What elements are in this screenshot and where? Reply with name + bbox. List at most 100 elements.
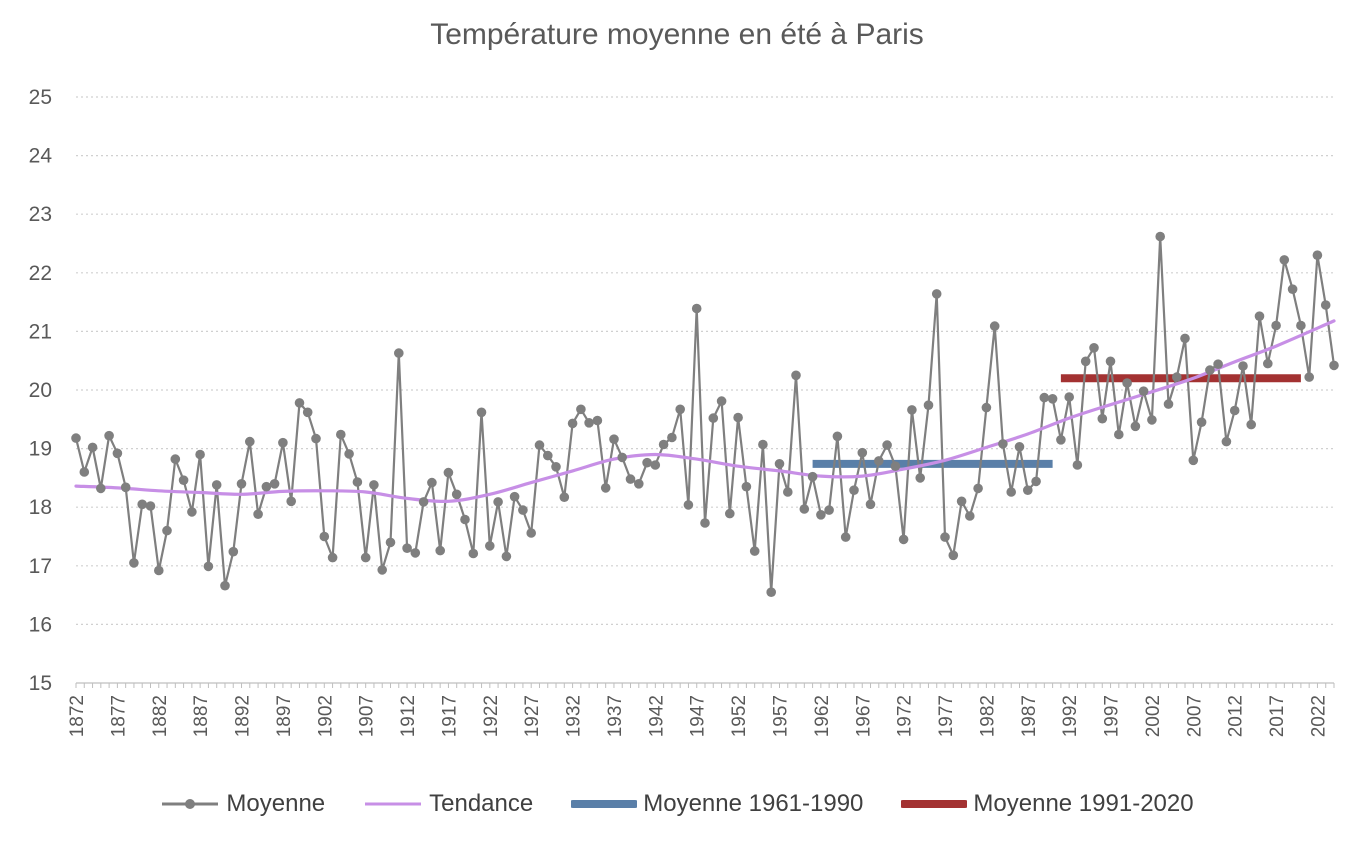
moyenne-point	[774, 459, 785, 469]
legend-item-tendance: Tendance	[363, 790, 533, 818]
moyenne-point	[112, 448, 123, 459]
moyenne-point	[1006, 487, 1016, 497]
moyenne-point	[567, 418, 578, 429]
moyenne-point	[87, 442, 98, 453]
moyenne-point	[807, 471, 818, 482]
x-tick-label: 1987	[1019, 695, 1040, 737]
moyenne-point	[104, 430, 114, 441]
moyenne-point	[79, 467, 90, 477]
moyenne-point	[120, 482, 131, 493]
moyenne-point	[998, 439, 1008, 449]
x-tick-label: 1942	[646, 695, 667, 737]
moyenne-point	[1180, 333, 1190, 344]
moyenne-point	[766, 587, 776, 597]
x-tick-label: 1982	[977, 695, 998, 737]
moyenne-point	[1039, 392, 1050, 403]
legend-label-tendance: Tendance	[429, 790, 534, 817]
moyenne-point	[162, 525, 172, 536]
x-tick-label: 2007	[1184, 695, 1205, 737]
moyenne-point	[1014, 442, 1025, 452]
moyenne-point	[129, 558, 139, 568]
moyenne-point	[203, 561, 214, 572]
y-tick-label: 25	[29, 86, 52, 109]
moyenne-point	[154, 565, 164, 576]
moyenne-point	[170, 454, 181, 464]
moyenne-point	[592, 415, 603, 426]
moyenne-point	[236, 479, 247, 489]
x-tick-label: 1897	[274, 695, 295, 737]
y-tick-label: 20	[29, 379, 52, 402]
moyenne-point	[294, 398, 305, 408]
moyenne-point	[377, 565, 388, 575]
moyenne-point	[1196, 417, 1207, 428]
moyenne-point	[360, 552, 371, 563]
moyenne-point	[600, 483, 611, 493]
moyenne-point	[708, 413, 719, 423]
moyenne-point	[518, 505, 528, 515]
moyenne-point	[1238, 361, 1248, 371]
moyenne-point	[658, 439, 669, 450]
moyenne-point	[576, 404, 586, 415]
moyenne-point	[1155, 231, 1165, 242]
moyenne-point	[683, 500, 694, 510]
moyenne-point	[220, 580, 230, 591]
moyenne-point	[319, 531, 330, 542]
moyenne-point	[1271, 320, 1281, 331]
moyenne-point	[1287, 284, 1298, 295]
moyenne-point	[559, 492, 570, 503]
x-tick-label: 1922	[481, 695, 502, 737]
moyenne-point	[551, 462, 561, 472]
moyenne-point	[1205, 365, 1215, 375]
moyenne-point	[410, 548, 421, 558]
moyenne-point	[1221, 436, 1232, 447]
moyenne-point	[816, 510, 826, 520]
moyenne-point	[1304, 372, 1314, 382]
moyenne-point	[1097, 413, 1108, 424]
moyenne-point	[741, 481, 752, 492]
moyenne-point	[832, 431, 843, 442]
moyenne-point	[1031, 476, 1041, 487]
x-tick-label: 1872	[67, 695, 88, 737]
moyenne-point	[501, 551, 512, 562]
moyenne-point	[700, 518, 710, 528]
moyenne-point	[1064, 392, 1074, 402]
legend-swatch-tendance	[365, 802, 422, 806]
y-axis-ticks: 15 16 17 18 19 20 21 22 23 24 25	[29, 86, 53, 695]
moyenne-point	[1163, 399, 1174, 409]
moyenne-point	[195, 449, 205, 460]
y-tick-label: 17	[29, 555, 52, 578]
moyenne-point	[799, 504, 810, 514]
moyenne-point	[907, 405, 917, 415]
moyenne-point	[1172, 372, 1182, 382]
moyenne-point	[989, 321, 1000, 331]
moyenne-point	[691, 303, 702, 314]
moyenne-point	[1279, 255, 1290, 265]
moyenne-point	[1047, 394, 1058, 404]
moyenne-point	[898, 534, 909, 545]
x-tick-label: 1887	[191, 695, 212, 737]
x-tick-label: 1937	[605, 695, 626, 737]
moyenne-point	[725, 508, 735, 519]
moyenne-point	[145, 501, 156, 511]
moyenne-point	[749, 546, 760, 556]
moyenne-point	[973, 483, 983, 494]
moyenne-point	[1213, 359, 1223, 370]
moyenne-point	[1114, 429, 1124, 440]
moyenne-point	[857, 447, 868, 458]
x-tick-label: 2012	[1226, 695, 1247, 737]
moyenne-point	[1130, 421, 1141, 432]
moyenne-point	[1329, 360, 1339, 371]
moyenne-point	[344, 449, 354, 459]
moyenne-point	[1080, 356, 1091, 367]
moyenne-point	[1188, 455, 1199, 466]
moyenne-point	[534, 440, 545, 450]
moyenne-point	[443, 467, 454, 478]
moyenne-point	[311, 433, 321, 444]
x-tick-label: 1962	[812, 695, 833, 737]
moyenne-point	[96, 483, 106, 494]
moyenne-point	[948, 550, 959, 561]
moyenne-line	[74, 235, 1336, 594]
x-tick-label: 1992	[1060, 695, 1081, 737]
legend-swatch-moyenne	[162, 799, 219, 809]
